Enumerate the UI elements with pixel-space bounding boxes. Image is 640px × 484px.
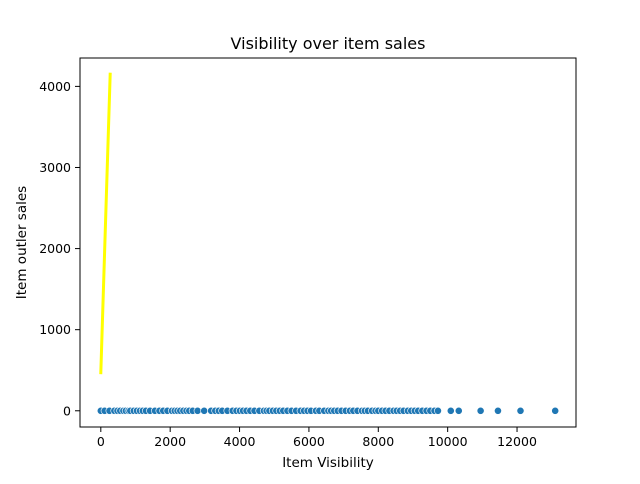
- plot-frame: [79, 57, 577, 428]
- x-tick-label: 8000: [362, 434, 394, 449]
- x-tick-label: 4000: [224, 434, 256, 449]
- x-tick-label: 10000: [428, 434, 468, 449]
- y-tick-label: 3000: [39, 160, 71, 175]
- y-tick-label: 2000: [39, 241, 71, 256]
- y-axis-ticks: 0 1000 2000 3000 4000: [39, 79, 80, 418]
- x-tick-label: 12000: [497, 434, 537, 449]
- y-tick-label: 0: [63, 403, 71, 418]
- scatter-point: [446, 406, 455, 415]
- x-tick-label: 6000: [293, 434, 325, 449]
- line-series: [99, 72, 112, 375]
- plot-marks: [96, 72, 560, 415]
- scatter-point: [516, 406, 525, 415]
- chart-title: Visibility over item sales: [231, 34, 426, 53]
- x-tick-label: 2000: [154, 434, 186, 449]
- scatter-point: [434, 406, 442, 415]
- x-tick-label: 0: [97, 434, 105, 449]
- y-tick-label: 4000: [39, 79, 71, 94]
- x-axis-label: Item Visibility: [282, 455, 374, 471]
- scatter-point: [193, 406, 202, 415]
- scatter-point: [454, 406, 463, 415]
- y-tick-label: 1000: [39, 322, 71, 337]
- y-axis-label: Item outler sales: [14, 186, 30, 299]
- scatter-point: [476, 406, 485, 415]
- x-axis-ticks: 0 2000 4000 6000 8000 10000 12000: [97, 427, 537, 449]
- scatter-point: [200, 406, 209, 415]
- scatter-point: [494, 406, 502, 415]
- scatter-point: [551, 406, 560, 415]
